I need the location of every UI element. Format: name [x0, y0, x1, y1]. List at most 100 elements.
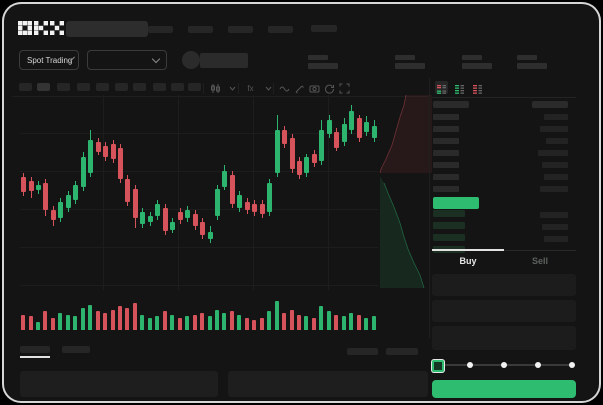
- timeframe-button[interactable]: [188, 83, 201, 91]
- candle-body: [259, 204, 265, 214]
- book-asks-icon[interactable]: [471, 81, 484, 94]
- volume-bar: [140, 314, 145, 330]
- timeframe-button[interactable]: [57, 83, 70, 91]
- volume-bar: [326, 311, 331, 330]
- price-field-placeholder[interactable]: [432, 274, 576, 296]
- pair-selector[interactable]: [87, 50, 167, 70]
- buy-button[interactable]: [432, 380, 576, 398]
- ask-row-amount[interactable]: [544, 114, 568, 120]
- bid-row-amount[interactable]: [540, 212, 568, 218]
- volume-bar: [356, 314, 361, 330]
- candlestick-chart[interactable]: [20, 95, 378, 290]
- volume-bar: [311, 318, 316, 330]
- ask-row-amount[interactable]: [538, 150, 568, 156]
- ask-row-amount[interactable]: [542, 162, 568, 168]
- bottom-tab-history[interactable]: [62, 346, 90, 353]
- volume-bar: [222, 313, 227, 330]
- tab-sell[interactable]: Sell: [531, 256, 548, 266]
- market-type-selector[interactable]: Spot Trading: [19, 50, 79, 70]
- indicators-icon[interactable]: fx: [247, 84, 254, 93]
- depth-area: [380, 95, 432, 173]
- bid-row-price[interactable]: [433, 210, 465, 217]
- bid-row-amount[interactable]: [542, 224, 568, 230]
- ask-row-amount[interactable]: [546, 138, 568, 144]
- total-field-placeholder[interactable]: [432, 326, 576, 350]
- ask-row-price[interactable]: [433, 162, 459, 168]
- timeframe-button[interactable]: [19, 83, 32, 91]
- bottom-bar-placeholder: [228, 371, 428, 397]
- candle-body: [237, 194, 243, 209]
- search-input[interactable]: [66, 21, 148, 37]
- ask-row-amount[interactable]: [544, 174, 568, 180]
- slider-stop-dot[interactable]: [501, 362, 507, 368]
- bottom-right-placeholder[interactable]: [386, 348, 418, 355]
- ask-row-amount[interactable]: [540, 186, 568, 192]
- camera-icon[interactable]: [308, 82, 321, 95]
- bottom-right-placeholder[interactable]: [347, 348, 378, 355]
- ask-row-price[interactable]: [433, 138, 459, 144]
- pencil-icon[interactable]: [293, 82, 306, 95]
- tab-buy[interactable]: Buy: [459, 256, 477, 266]
- ask-row-price[interactable]: [433, 114, 459, 120]
- volume-bar: [65, 314, 70, 330]
- candle-body: [21, 176, 26, 193]
- timeframe-button[interactable]: [96, 83, 109, 91]
- amount-slider[interactable]: [432, 356, 576, 374]
- timeframe-button[interactable]: [133, 83, 146, 91]
- book-bids-icon[interactable]: [453, 81, 466, 94]
- chevron-down-icon[interactable]: [262, 82, 275, 95]
- ask-row-price[interactable]: [433, 186, 459, 192]
- undo-icon[interactable]: [323, 82, 336, 95]
- ask-row-price[interactable]: [433, 174, 459, 180]
- nav-item-placeholder[interactable]: [228, 26, 253, 33]
- wave-icon[interactable]: [278, 82, 291, 95]
- chart-style-icon[interactable]: [209, 82, 222, 95]
- candle-body: [110, 143, 116, 160]
- candle-body: [147, 215, 153, 222]
- timeframe-button[interactable]: [153, 83, 166, 91]
- volume-bar: [155, 316, 160, 330]
- depth-area: [380, 176, 424, 288]
- timeframe-button[interactable]: [77, 83, 90, 91]
- volume-bar: [50, 318, 55, 330]
- timeframe-button[interactable]: [115, 83, 128, 91]
- candle-body: [155, 204, 161, 216]
- ask-row-price[interactable]: [433, 150, 459, 156]
- candle-body: [229, 175, 235, 205]
- okx-logo[interactable]: [18, 21, 64, 36]
- nav-item-placeholder[interactable]: [268, 26, 293, 33]
- bottom-tab-orders[interactable]: [20, 346, 50, 353]
- candle-body: [371, 126, 377, 138]
- candle-body: [319, 130, 325, 162]
- fullscreen-icon[interactable]: [338, 82, 351, 95]
- book-both-icon[interactable]: [435, 81, 448, 94]
- volume-bar: [28, 316, 33, 330]
- chevron-down-icon: [151, 54, 161, 63]
- slider-stop-dot[interactable]: [467, 362, 473, 368]
- candle-body: [95, 141, 101, 152]
- slider-stop-dot[interactable]: [535, 362, 541, 368]
- ask-row-amount[interactable]: [540, 126, 568, 132]
- ask-row-price[interactable]: [433, 126, 459, 132]
- nav-item-placeholder[interactable]: [148, 26, 173, 33]
- volume-bar: [371, 316, 376, 330]
- volume-bar: [170, 314, 175, 330]
- bid-row-amount[interactable]: [544, 236, 568, 242]
- buy-tab-underline: [432, 249, 504, 251]
- bid-row-price[interactable]: [433, 234, 465, 241]
- slider-handle[interactable]: [432, 360, 444, 372]
- orderbook-header-left: [433, 101, 469, 108]
- volume-bar: [110, 309, 115, 330]
- timeframe-button[interactable]: [171, 83, 184, 91]
- slider-stop-dot[interactable]: [569, 362, 575, 368]
- header-right-placeholder[interactable]: [311, 25, 337, 32]
- timeframe-button[interactable]: [37, 83, 50, 91]
- nav-item-placeholder[interactable]: [188, 26, 213, 33]
- last-price-highlight[interactable]: [433, 197, 479, 209]
- amount-field-placeholder[interactable]: [432, 300, 576, 322]
- volume-bar: [297, 314, 301, 330]
- chevron-down-icon[interactable]: [226, 82, 239, 95]
- bid-row-price[interactable]: [433, 222, 465, 229]
- candle-body: [274, 130, 280, 173]
- app-window: Spot Trading fx: [4, 4, 599, 401]
